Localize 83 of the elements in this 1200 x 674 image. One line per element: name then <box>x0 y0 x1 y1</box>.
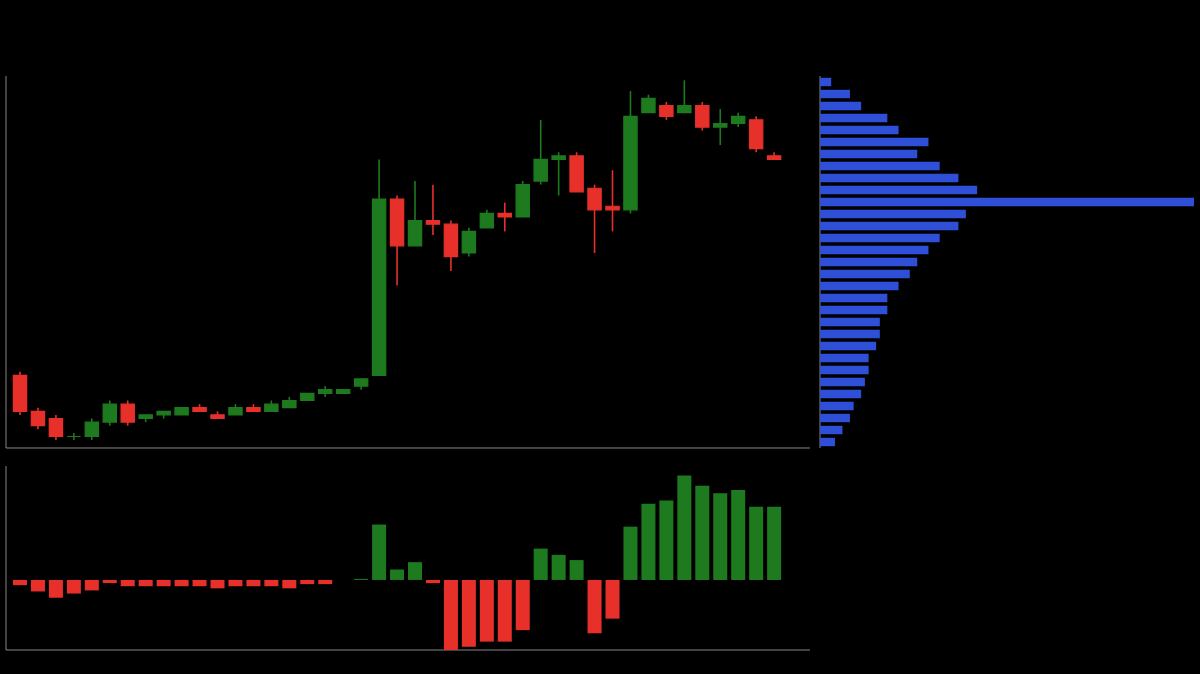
candlestick <box>497 201 513 233</box>
bar <box>300 579 315 585</box>
bar <box>820 113 888 123</box>
bar <box>820 137 929 147</box>
bar <box>677 475 692 580</box>
bar <box>264 579 279 587</box>
candlestick <box>407 180 423 247</box>
bar <box>372 524 387 580</box>
candlestick <box>677 79 692 114</box>
bar <box>13 579 28 586</box>
bar <box>820 389 862 399</box>
bar <box>587 579 602 634</box>
bar <box>820 257 918 267</box>
bar <box>641 503 656 580</box>
bar <box>820 269 910 279</box>
candlestick <box>515 180 530 218</box>
bar <box>820 125 899 135</box>
bar <box>820 77 832 87</box>
bar <box>443 579 458 650</box>
candlestick <box>12 370 28 416</box>
bar <box>192 579 207 587</box>
bar <box>820 293 888 303</box>
bar <box>820 101 862 111</box>
bar <box>66 579 81 594</box>
bar <box>820 221 959 231</box>
bar <box>820 281 899 291</box>
bar <box>713 493 728 580</box>
bar <box>820 377 865 387</box>
bar <box>820 89 850 99</box>
bar <box>551 554 566 580</box>
bar <box>156 579 171 587</box>
candlestick <box>748 115 764 154</box>
candlestick <box>389 194 405 287</box>
bar <box>623 526 638 580</box>
bar <box>497 579 512 642</box>
bar <box>318 579 333 585</box>
bar <box>767 506 782 580</box>
bar <box>820 185 978 195</box>
bar <box>605 579 620 619</box>
bar <box>820 425 843 435</box>
candlestick <box>48 414 64 441</box>
candlestick <box>30 406 46 431</box>
bar <box>749 506 764 580</box>
bar <box>820 197 1195 207</box>
bar <box>138 579 153 587</box>
bar <box>515 579 530 631</box>
bar <box>246 579 261 587</box>
bar <box>174 579 189 587</box>
bar <box>820 329 880 339</box>
bar <box>30 579 45 592</box>
bar <box>408 562 423 580</box>
bar <box>820 401 854 411</box>
bar <box>820 413 850 423</box>
bar <box>820 437 835 447</box>
bar <box>820 353 869 363</box>
bar <box>820 173 959 183</box>
bar <box>569 560 584 580</box>
bar <box>659 500 674 580</box>
bar <box>820 233 940 243</box>
candlestick <box>695 101 710 132</box>
bar <box>84 579 99 591</box>
bar <box>533 548 548 580</box>
candlestick <box>425 183 441 236</box>
bar <box>820 245 929 255</box>
bar <box>820 161 940 171</box>
bar <box>282 579 297 589</box>
bar <box>820 365 869 375</box>
bar <box>479 579 494 642</box>
bar <box>461 579 476 647</box>
bar <box>695 485 710 580</box>
candlestick <box>66 432 82 441</box>
candlestick <box>120 399 135 427</box>
bar <box>820 317 880 327</box>
bar <box>390 569 405 580</box>
bar <box>48 579 63 598</box>
bar <box>820 341 877 351</box>
bar <box>820 209 966 219</box>
bar <box>731 490 746 580</box>
bar <box>820 149 918 159</box>
bar <box>120 579 135 587</box>
candlestick <box>461 227 477 258</box>
candlestick <box>443 219 459 272</box>
bar <box>820 305 888 315</box>
